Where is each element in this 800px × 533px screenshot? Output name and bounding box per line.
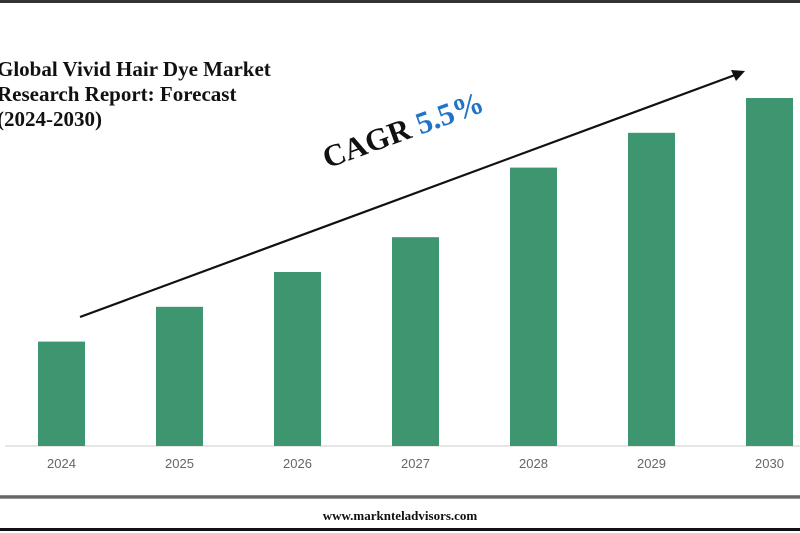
bar-2029 [628,132,675,447]
trend-arrow-line [79,73,736,319]
x-tick-label: 2029 [637,456,666,471]
bar-2026 [274,272,321,446]
x-tick-label: 2024 [47,456,76,471]
x-tick-label: 2025 [165,456,194,471]
bar-2024 [38,341,85,446]
trend-arrow-head [731,70,745,81]
title-line-1: Global Vivid Hair Dye Market [0,57,271,81]
title-line-3: (2024-2030) [0,107,102,131]
footer-separator [0,495,800,499]
bar-2028 [510,167,557,446]
bar-2025 [156,306,203,446]
x-tick-label: 2026 [283,456,312,471]
x-tick-label: 2027 [401,456,430,471]
top-border [0,0,800,3]
title-line-2: Research Report: Forecast [0,82,237,106]
x-tick-label: 2028 [519,456,548,471]
bar-2027 [392,237,439,446]
bottom-border [0,528,800,531]
footer-website: www.marknteladvisors.com [322,508,478,523]
chart-title: Global Vivid Hair Dye Market Research Re… [0,57,271,132]
x-tick-label: 2030 [755,456,784,471]
bar-2030 [746,98,793,446]
